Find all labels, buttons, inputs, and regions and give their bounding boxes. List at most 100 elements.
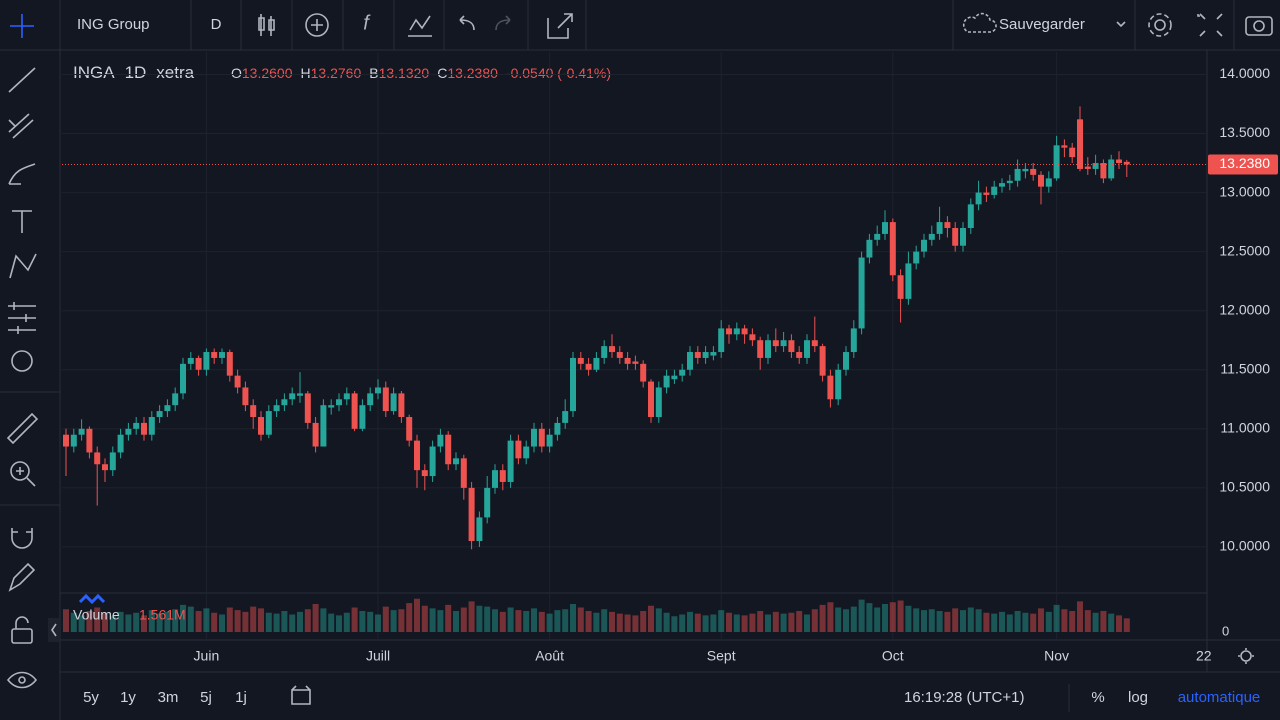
volume-bar bbox=[882, 604, 888, 632]
zoom-tool[interactable] bbox=[10, 461, 30, 481]
cloud-icon bbox=[962, 12, 997, 33]
symbol-button[interactable]: ING Group bbox=[77, 16, 150, 33]
trend-line-tool[interactable] bbox=[8, 67, 36, 93]
candle-body bbox=[234, 375, 241, 388]
candle-body bbox=[570, 357, 576, 412]
candle-body bbox=[827, 375, 834, 400]
axis-settings[interactable] bbox=[1238, 648, 1254, 664]
candle-body bbox=[359, 405, 366, 429]
volume-bar bbox=[453, 611, 459, 632]
chart-type-icon[interactable] bbox=[258, 14, 275, 36]
indicators-icon[interactable]: f bbox=[363, 12, 371, 34]
fib-tool[interactable] bbox=[8, 113, 34, 139]
date-range-icon[interactable] bbox=[291, 685, 311, 705]
volume-bar bbox=[375, 614, 381, 632]
volume-bar bbox=[757, 611, 764, 632]
volume-bar bbox=[538, 611, 545, 632]
y-tick-label: 12.5000 bbox=[1219, 242, 1270, 258]
settings-icon[interactable] bbox=[1154, 19, 1166, 31]
price-label: 13.2380 bbox=[1219, 155, 1270, 171]
measure-tool[interactable] bbox=[6, 412, 39, 445]
prediction-tool[interactable] bbox=[8, 302, 36, 334]
volume-bar bbox=[343, 612, 350, 632]
candle-body bbox=[1116, 159, 1122, 164]
lock-tool[interactable] bbox=[11, 628, 33, 644]
snapshot-icon[interactable] bbox=[547, 13, 573, 39]
candle-body bbox=[897, 275, 904, 299]
volume-bar bbox=[765, 614, 771, 632]
volume-bar bbox=[250, 606, 257, 632]
candle-body bbox=[749, 334, 756, 341]
magnet-tool[interactable] bbox=[11, 528, 33, 549]
candle-body bbox=[741, 328, 748, 335]
candle-body bbox=[1038, 174, 1044, 187]
volume-bar bbox=[429, 608, 436, 632]
candle-body bbox=[94, 452, 101, 465]
volume-bar bbox=[320, 608, 327, 632]
candle-body bbox=[70, 434, 77, 447]
crosshair-icon[interactable] bbox=[10, 14, 34, 38]
volume-bar bbox=[219, 614, 225, 632]
volume-bar bbox=[702, 615, 709, 632]
y-tick-label: 12.0000 bbox=[1219, 301, 1270, 317]
volume-bar bbox=[531, 608, 537, 632]
volume-bar bbox=[367, 611, 374, 632]
compare-icon[interactable] bbox=[305, 13, 329, 37]
y-tick-label: 13.5000 bbox=[1219, 124, 1270, 140]
range-button[interactable]: 3m bbox=[158, 689, 179, 706]
pattern-tool[interactable] bbox=[9, 253, 37, 279]
candle-body bbox=[655, 387, 662, 417]
collapse-arrow bbox=[51, 623, 57, 637]
candle-body bbox=[343, 393, 350, 400]
candle-body bbox=[921, 239, 927, 252]
legend-ohlc: O13.2600 H13.2760 B13.1320 C13.2380 -0.0540 … bbox=[231, 65, 611, 81]
scale-button[interactable]: % bbox=[1091, 689, 1104, 706]
text-tool[interactable] bbox=[12, 210, 32, 233]
candle-body bbox=[367, 393, 374, 406]
volume-logo bbox=[78, 593, 106, 605]
candle-body bbox=[819, 346, 826, 376]
candle-body bbox=[538, 428, 545, 447]
legend-symbol: INGA bbox=[73, 63, 115, 82]
volume-bar bbox=[406, 603, 413, 632]
lock-drawing-tool[interactable] bbox=[8, 562, 36, 592]
brush-tool[interactable] bbox=[8, 163, 36, 185]
volume-bar bbox=[70, 612, 77, 632]
volume-bar bbox=[960, 610, 966, 632]
volume-bar bbox=[117, 611, 124, 632]
volume-bar bbox=[148, 610, 155, 632]
candle-body bbox=[78, 428, 85, 435]
candle-body bbox=[554, 422, 561, 435]
volume-bar bbox=[484, 606, 491, 632]
fullscreen-icon[interactable] bbox=[1197, 13, 1223, 37]
volume-bar bbox=[601, 609, 608, 632]
visibility-tool[interactable] bbox=[6, 671, 38, 689]
scale-button[interactable]: log bbox=[1128, 689, 1148, 706]
range-button[interactable]: 5j bbox=[200, 689, 212, 706]
volume-bar bbox=[226, 607, 233, 632]
volume-bar bbox=[359, 611, 366, 632]
icons-tool[interactable] bbox=[11, 350, 33, 372]
volume-bar bbox=[570, 604, 576, 632]
range-button[interactable]: 1j bbox=[235, 689, 247, 706]
volume-bar bbox=[468, 601, 475, 632]
undo-icon[interactable] bbox=[459, 15, 475, 31]
interval-button[interactable]: D bbox=[211, 16, 222, 33]
volume-bar bbox=[811, 609, 818, 632]
candle-body bbox=[928, 233, 935, 240]
redo-icon[interactable] bbox=[495, 15, 511, 31]
candle-body bbox=[640, 363, 647, 382]
collapse-button[interactable] bbox=[48, 618, 60, 642]
camera-icon[interactable] bbox=[1245, 16, 1273, 36]
candle-body bbox=[952, 228, 959, 246]
scale-button[interactable]: automatique bbox=[1178, 689, 1261, 706]
candle-body bbox=[843, 352, 849, 370]
save-button[interactable]: Sauvegarder bbox=[999, 16, 1085, 33]
templates-icon[interactable] bbox=[408, 15, 432, 37]
volume-bar bbox=[242, 611, 249, 632]
range-button[interactable]: 1y bbox=[120, 689, 136, 706]
range-button[interactable]: 5y bbox=[83, 689, 99, 706]
save-menu[interactable] bbox=[1116, 21, 1126, 28]
legend-exchange: xetra bbox=[156, 63, 194, 82]
camera-lens bbox=[1253, 20, 1265, 32]
